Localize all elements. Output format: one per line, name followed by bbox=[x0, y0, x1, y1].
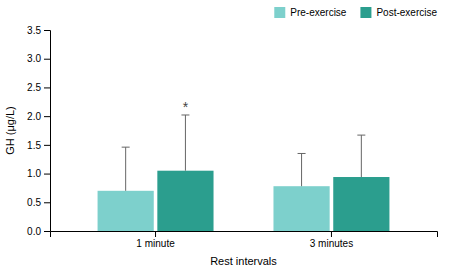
y-tick: 1.5 bbox=[27, 140, 50, 151]
y-axis: 0.0 0.5 1.0 1.5 2.0 2.5 3.0 3.5 bbox=[27, 25, 50, 237]
y-tick-mark bbox=[44, 59, 50, 60]
y-tick-mark bbox=[44, 145, 50, 146]
annotation: * bbox=[183, 99, 189, 115]
legend: Pre-exercise Post-exercise bbox=[274, 7, 437, 18]
x-tick-mark bbox=[155, 231, 156, 237]
y-tick: 1.0 bbox=[27, 168, 50, 179]
legend-label: Post-exercise bbox=[376, 7, 437, 18]
legend-item: Pre-exercise bbox=[274, 7, 347, 18]
y-tick-mark bbox=[44, 30, 50, 31]
y-axis-line bbox=[44, 31, 51, 232]
error-bar bbox=[298, 153, 306, 186]
y-tick-label: 0.5 bbox=[27, 197, 41, 208]
y-tick-label: 2.0 bbox=[27, 111, 41, 122]
x-tick: 3 minutes bbox=[310, 231, 353, 249]
y-tick: 2.5 bbox=[27, 82, 50, 93]
y-tick: 0.0 bbox=[27, 226, 50, 237]
y-tick-mark bbox=[44, 87, 50, 88]
marks bbox=[98, 115, 390, 231]
chart: 0.0 0.5 1.0 1.5 2.0 2.5 3.0 3.5 1 minute 3 minute… bbox=[0, 0, 451, 273]
bar bbox=[157, 171, 213, 231]
y-tick-mark bbox=[44, 174, 50, 175]
x-axis-title: Rest intervals bbox=[210, 255, 277, 267]
y-tick: 3.5 bbox=[27, 25, 50, 36]
x-tick: 1 minute bbox=[136, 231, 175, 249]
x-tick-label: 3 minutes bbox=[310, 238, 353, 249]
y-tick-label: 3.5 bbox=[27, 25, 41, 36]
bar bbox=[273, 186, 329, 231]
series bbox=[98, 186, 330, 231]
x-axis-line bbox=[51, 232, 438, 238]
legend-swatch bbox=[360, 7, 371, 18]
error-bars bbox=[122, 147, 306, 191]
y-tick-label: 2.5 bbox=[27, 82, 41, 93]
y-tick-label: 0.0 bbox=[27, 226, 41, 237]
y-tick-mark bbox=[44, 202, 50, 203]
y-tick-mark bbox=[44, 116, 50, 117]
y-tick-label: 1.0 bbox=[27, 168, 41, 179]
y-tick-label: 1.5 bbox=[27, 140, 41, 151]
x-tick-mark bbox=[331, 231, 332, 237]
series bbox=[157, 171, 389, 231]
y-tick-mark bbox=[44, 231, 50, 232]
bar bbox=[333, 177, 389, 231]
error-bars bbox=[181, 115, 365, 177]
y-tick-label: 3.0 bbox=[27, 53, 41, 64]
x-axis: 1 minute 3 minutes bbox=[51, 231, 438, 249]
legend-label: Pre-exercise bbox=[290, 7, 347, 18]
plot-area: 0.0 0.5 1.0 1.5 2.0 2.5 3.0 3.5 1 minute 3 minute… bbox=[27, 25, 437, 249]
bar bbox=[98, 191, 154, 231]
error-bar bbox=[181, 115, 189, 171]
y-tick: 0.5 bbox=[27, 197, 50, 208]
error-bar bbox=[122, 147, 130, 191]
legend-swatch bbox=[274, 7, 285, 18]
y-tick: 2.0 bbox=[27, 111, 50, 122]
x-tick-label: 1 minute bbox=[136, 238, 175, 249]
y-tick: 3.0 bbox=[27, 53, 50, 64]
error-bar bbox=[357, 135, 365, 177]
y-axis-title: GH (μg/L) bbox=[4, 106, 16, 155]
legend-item: Post-exercise bbox=[360, 7, 437, 18]
